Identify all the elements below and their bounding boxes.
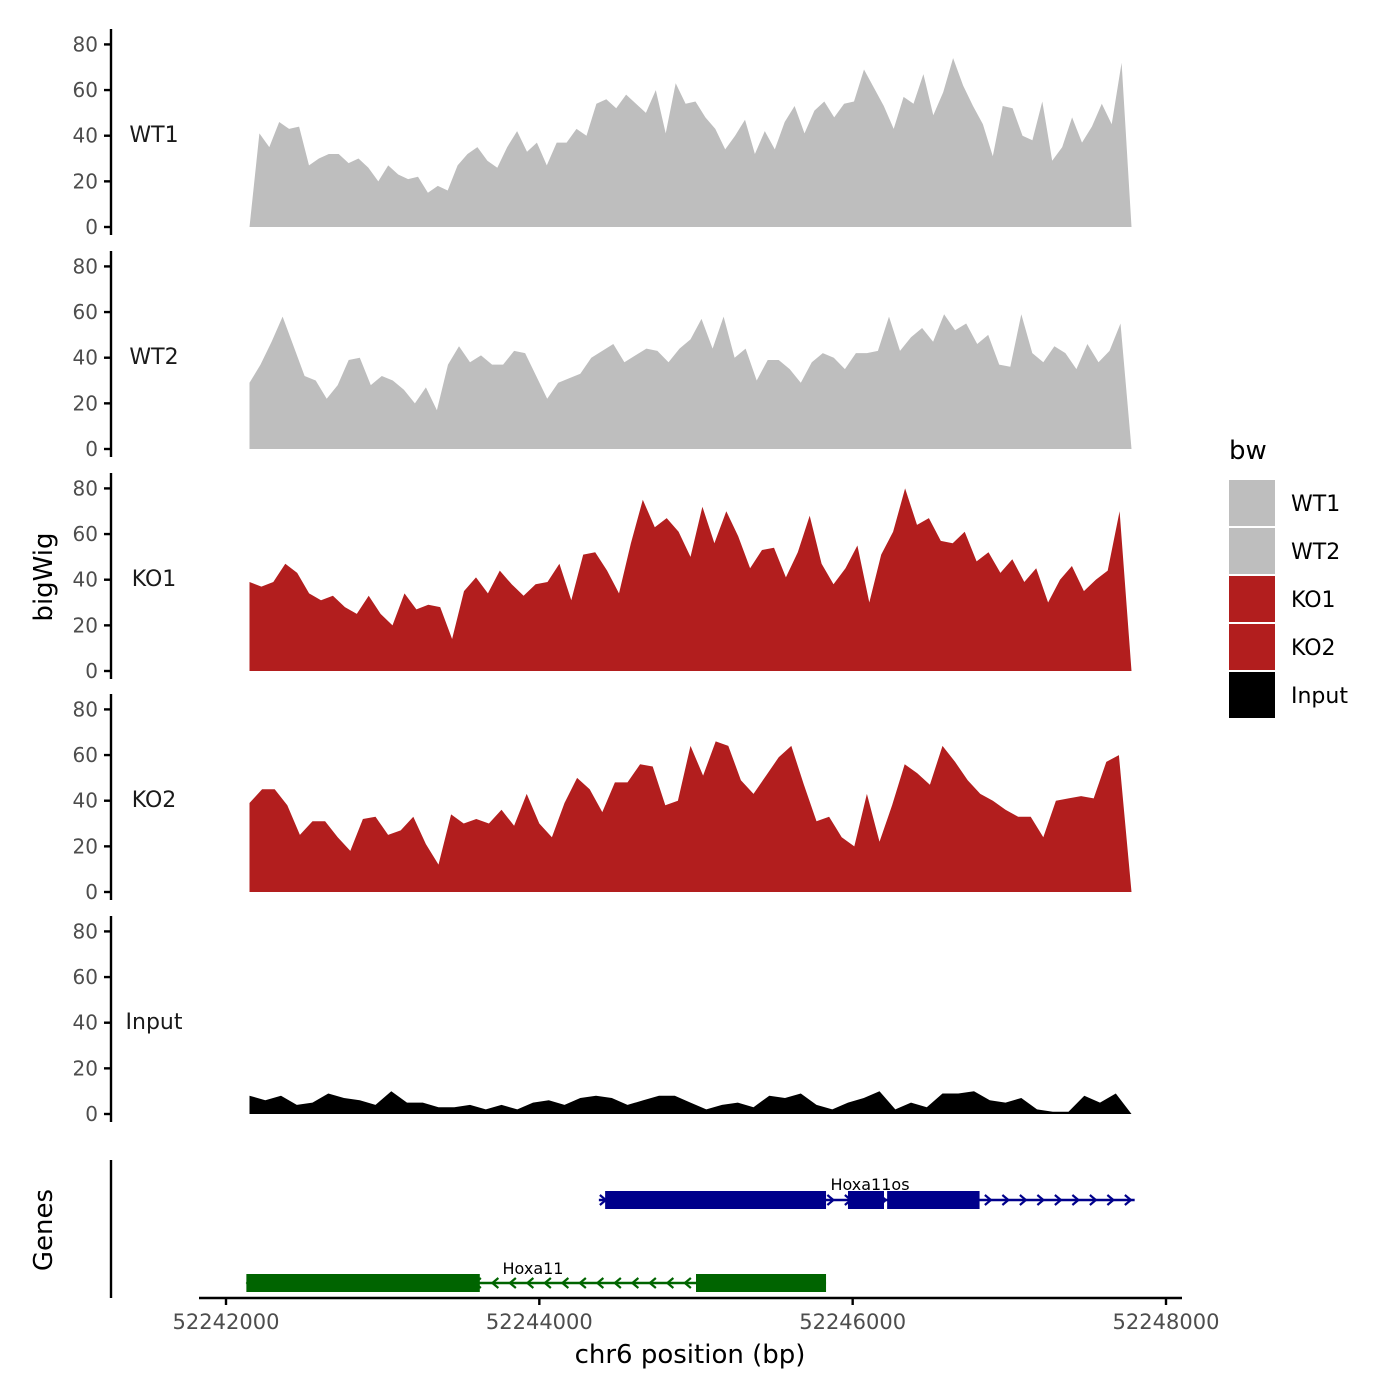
y-tick-label: 20 [73,613,98,637]
genes-axis-title: Genes [29,1189,59,1271]
legend-label: KO1 [1291,588,1336,613]
track-wt1: 0 20 40 60 80 WT1 [73,29,1132,239]
y-tick-label: 0 [85,880,98,904]
genes-layer: Hoxa11os Hoxa11 [109,1160,1135,1298]
track-label: KO2 [132,788,177,813]
legend-key-ko1 [1229,576,1275,622]
legend: bw WT1 WT2 KO1 KO2 Input [1229,436,1348,718]
legend-label: WT2 [1291,540,1340,565]
legend-title: bw [1229,436,1267,466]
strand-arrow-icon [490,1277,500,1289]
y-tick-label: 60 [73,743,98,767]
strand-arrow-icon [1071,1194,1081,1206]
strand-arrow-icon [1019,1194,1028,1206]
gene-hoxa11os: Hoxa11os [598,1175,1135,1209]
strand-arrow-icon [630,1277,640,1289]
coverage-area-input [249,1091,1132,1114]
y-tick-label: 40 [73,789,98,813]
y-tick-label: 40 [73,124,98,148]
x-tick-label: 52248000 [1113,1310,1220,1334]
strand-arrow-icon [525,1277,535,1289]
gene-exon [246,1274,480,1292]
y-tick-label: 20 [73,1056,98,1080]
y-tick-label: 60 [73,300,98,324]
legend-label: KO2 [1291,636,1336,661]
coverage-area-wt2 [249,314,1132,449]
y-tick-label: 40 [73,346,98,370]
strand-arrow-icon [508,1277,517,1289]
strand-arrow-icon [1124,1194,1133,1206]
coverage-area-ko1 [249,488,1132,671]
y-tick-label: 60 [73,78,98,102]
gene-exon [696,1274,827,1292]
track-label: Input [126,1010,183,1035]
track-wt2: 0 20 40 60 80 WT2 [73,251,1132,461]
x-tick-label: 52242000 [173,1310,280,1334]
y-tick-label: 0 [85,659,98,683]
legend-key-wt1 [1229,480,1275,526]
y-tick-label: 80 [73,32,98,56]
y-tick-label: 80 [73,697,98,721]
x-axis-title: chr6 position (bp) [575,1340,806,1370]
strand-arrow-icon [984,1194,993,1206]
strand-arrow-icon [648,1277,657,1289]
strand-arrow-icon [665,1277,675,1289]
y-tick-label: 20 [73,834,98,858]
strand-arrow-icon [560,1277,570,1289]
x-axis: 52242000 52244000 52246000 52248000 [173,1296,1220,1334]
track-label: WT1 [129,123,178,148]
strand-arrow-icon [613,1277,622,1289]
strand-arrow-icon [683,1277,692,1289]
y-tick-label: 20 [73,169,98,193]
y-tick-label: 40 [73,1011,98,1035]
strand-arrow-icon [1001,1194,1011,1206]
strand-arrow-icon [1089,1194,1098,1206]
y-tick-label: 0 [85,437,98,461]
strand-arrow-icon [543,1277,552,1289]
tracks-layer: 0 20 40 60 80 WT1 0 20 40 60 80 WT2 0 20 40 60 80 KO1 0 20 4… [73,29,1132,1126]
y-tick-label: 80 [73,254,98,278]
gene-hoxa11: Hoxa11 [245,1259,827,1292]
coverage-area-wt1 [249,58,1132,227]
y-tick-label: 40 [73,568,98,592]
legend-key-ko2 [1229,624,1275,670]
x-tick-label: 52244000 [486,1310,593,1334]
track-input: 0 20 40 60 80 Input [73,916,1132,1126]
strand-arrow-icon [1106,1194,1116,1206]
gene-exon [605,1191,827,1209]
strand-arrow-icon [1054,1194,1063,1206]
y-axis-title: bigWig [29,532,59,621]
track-label: WT2 [129,345,178,370]
y-tick-label: 60 [73,965,98,989]
y-tick-label: 20 [73,391,98,415]
coverage-area-ko2 [249,741,1132,892]
legend-key-wt2 [1229,528,1275,574]
gene-label: Hoxa11 [503,1259,564,1278]
y-tick-label: 60 [73,522,98,546]
y-tick-label: 80 [73,919,98,943]
gene-exon [887,1191,980,1209]
gene-exon [847,1191,884,1209]
strand-arrow-icon [826,1194,836,1206]
track-ko2: 0 20 40 60 80 KO2 [73,694,1132,904]
track-label: KO1 [132,567,177,592]
x-tick-label: 52246000 [799,1310,906,1334]
strand-arrow-icon [578,1277,587,1289]
y-tick-label: 80 [73,476,98,500]
gene-label: Hoxa11os [830,1175,909,1194]
y-tick-label: 0 [85,1102,98,1126]
track-ko1: 0 20 40 60 80 KO1 [73,473,1132,683]
legend-key-input [1229,672,1275,718]
strand-arrow-icon [1036,1194,1046,1206]
strand-arrow-icon [595,1277,605,1289]
legend-label: WT1 [1291,492,1340,517]
y-tick-label: 0 [85,215,98,239]
legend-label: Input [1291,684,1348,709]
